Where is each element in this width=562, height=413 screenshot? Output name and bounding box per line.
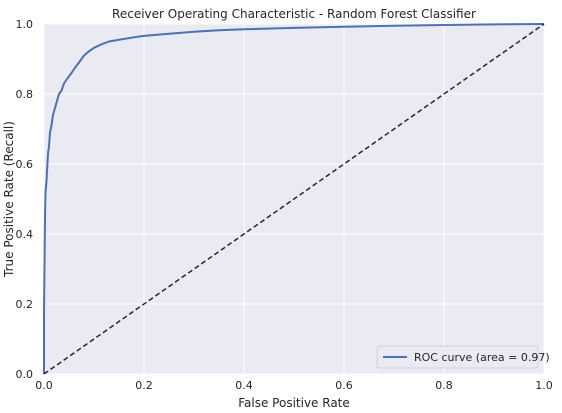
x-tick-label: 0.6 <box>335 379 353 392</box>
chart-title: Receiver Operating Characteristic - Rand… <box>112 7 476 21</box>
y-tick-labels: 0.0 0.2 0.4 0.6 0.8 1.0 <box>16 18 34 381</box>
grid-lines <box>43 23 545 375</box>
x-tick-label: 1.0 <box>535 379 553 392</box>
y-axis-label: True Positive Rate (Recall) <box>2 121 16 278</box>
x-tick-label: 0.4 <box>235 379 253 392</box>
y-tick-label: 0.4 <box>16 228 34 241</box>
x-tick-label: 0.8 <box>435 379 453 392</box>
roc-curve-line <box>43 23 545 374</box>
y-tick-label: 1.0 <box>16 18 34 31</box>
y-tick-label: 0.2 <box>16 298 34 311</box>
x-axis-label: False Positive Rate <box>238 396 350 410</box>
y-tick-label: 0.0 <box>16 368 34 381</box>
legend: ROC curve (area = 0.97) <box>376 345 550 369</box>
y-tick-label: 0.6 <box>16 158 34 171</box>
legend-box <box>376 345 539 369</box>
diagonal-reference-line <box>43 23 545 375</box>
series-layer <box>43 23 545 375</box>
x-tick-labels: 0.0 0.2 0.4 0.6 0.8 1.0 <box>35 379 553 392</box>
x-tick-label: 0.0 <box>35 379 53 392</box>
y-tick-label: 0.8 <box>16 88 34 101</box>
x-tick-label: 0.2 <box>135 379 153 392</box>
legend-label-roc: ROC curve (area = 0.97) <box>414 351 550 364</box>
